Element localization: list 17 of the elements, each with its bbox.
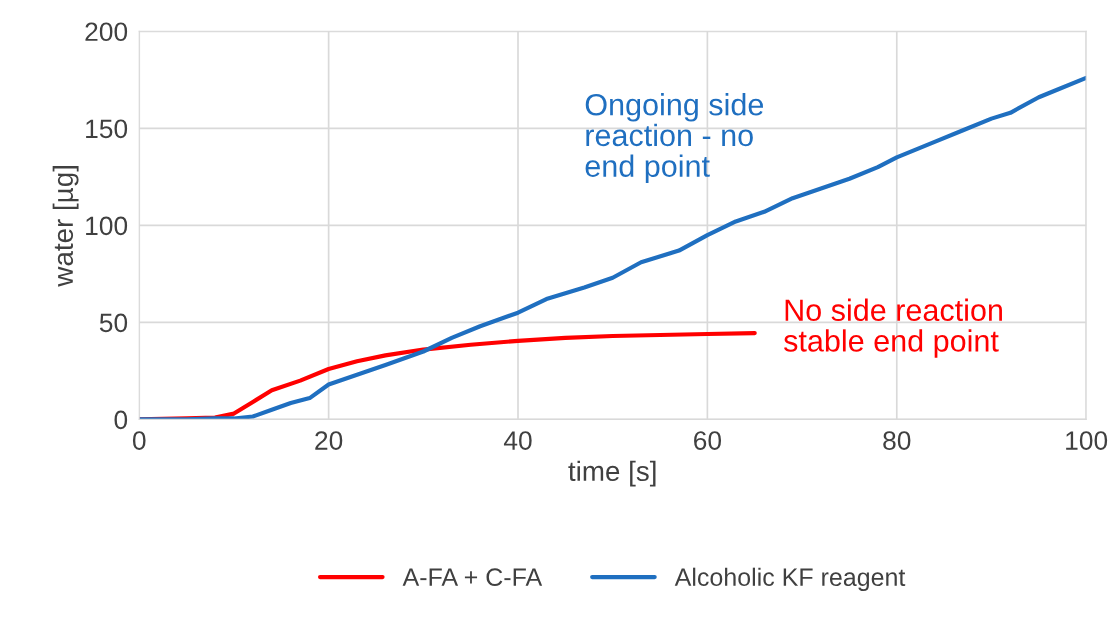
legend-label: Alcoholic KF reagent [674,567,906,591]
x-tick-label: 60 [694,431,722,450]
y-tick-label: 0 [114,410,128,430]
x-tick-label: 80 [883,431,911,450]
annotation: Ongoing side reaction - no end point [585,93,763,183]
x-tick-label: 20 [315,431,343,450]
y-axis-title: water [µg] [52,166,79,287]
y-tick-label: 200 [85,22,128,42]
legend-label: A-FA + C-FA [402,568,543,587]
x-axis-title: time [s] [568,460,656,487]
x-tick-label: 0 [132,431,146,450]
y-tick-label: 100 [86,216,128,236]
annotation: No side reaction stable end point [783,298,1002,358]
x-tick-label: 40 [503,431,532,450]
y-tick-label: 150 [86,119,128,139]
x-tick-label: 100 [1066,431,1108,450]
y-tick-label: 50 [99,313,128,333]
